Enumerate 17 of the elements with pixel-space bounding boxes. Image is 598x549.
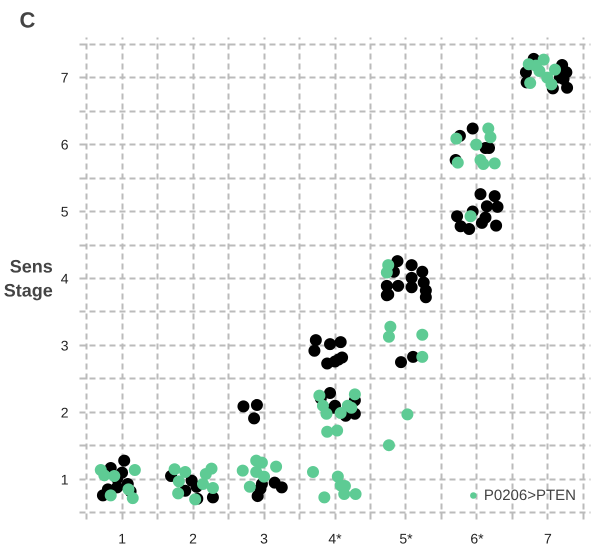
chart-title: C <box>20 8 36 32</box>
x-tick-label: 5* <box>399 530 414 546</box>
x-tick-label: 6* <box>470 530 484 546</box>
x-tick-label: 4* <box>328 530 342 546</box>
x-tick-label: 7 <box>544 530 552 546</box>
legend-label: P0206>PTEN <box>484 486 576 504</box>
y-axis-title: Sens Stage <box>4 256 53 300</box>
x-tick-label: 2 <box>189 530 198 546</box>
y-tick-label: 4 <box>60 270 69 286</box>
y-tick-label: 1 <box>60 471 69 488</box>
y-tick-label: 3 <box>60 337 69 354</box>
x-tick-label: 3 <box>260 530 268 546</box>
x-tick-label: 1 <box>118 530 126 546</box>
y-tick-label: 5 <box>60 204 69 220</box>
y-tick-label: 7 <box>60 70 69 86</box>
y-tick-label: 2 <box>60 404 69 420</box>
y-tick-label: 6 <box>60 136 69 153</box>
